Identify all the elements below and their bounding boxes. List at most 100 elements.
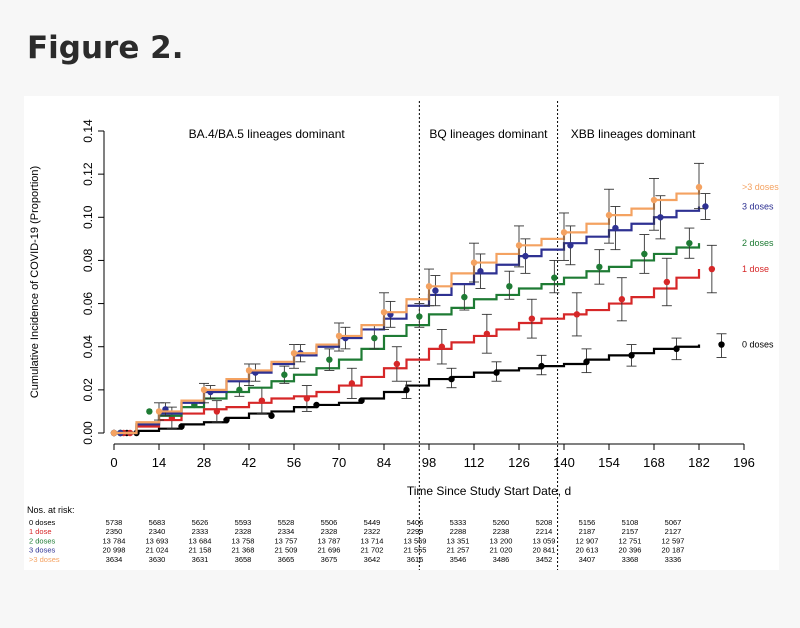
risk-value: 5333 — [450, 518, 467, 527]
risk-value: 2333 — [192, 527, 209, 536]
data-point — [560, 229, 568, 236]
x-tick-label: 70 — [332, 455, 346, 470]
risk-row-label: 3 doses — [29, 546, 56, 555]
y-tick-label: 0.06 — [81, 292, 95, 316]
data-point — [628, 352, 635, 359]
risk-table: Nos. at risk: 0 doses 5738 5683 5626 5593 5528… — [27, 505, 684, 564]
risk-value: 2299 — [407, 527, 424, 536]
risk-value: 12 597 — [662, 536, 685, 545]
risk-value: 21 702 — [361, 546, 384, 555]
risk-value: 3631 — [192, 555, 209, 564]
series-curve — [114, 243, 701, 435]
period-label: BQ lineages dominant — [429, 127, 548, 141]
data-point — [290, 349, 298, 357]
data-point — [425, 283, 433, 290]
x-tick-label: 14 — [152, 455, 166, 470]
data-point — [403, 386, 410, 394]
y-tick-label: 0.02 — [81, 378, 95, 402]
risk-value: 2334 — [278, 527, 295, 536]
x-tick-label: 168 — [643, 455, 665, 470]
data-point — [303, 395, 311, 402]
data-point — [110, 429, 118, 437]
risk-value: 3616 — [407, 555, 424, 564]
data-point — [448, 375, 455, 383]
risk-value: 13 714 — [361, 536, 384, 545]
data-point — [380, 309, 388, 316]
risk-value: 20 613 — [576, 546, 599, 555]
data-point — [596, 263, 603, 271]
risk-value: 3630 — [149, 555, 166, 564]
risk-value: 5156 — [579, 518, 596, 527]
data-point — [245, 367, 253, 374]
risk-value: 13 684 — [189, 536, 212, 545]
risk-value: 21 158 — [189, 546, 212, 555]
risk-value: 21 024 — [146, 546, 169, 555]
x-tick-label: 154 — [598, 455, 620, 470]
data-point — [258, 397, 266, 404]
data-point — [155, 408, 163, 415]
series-curve — [114, 206, 701, 435]
risk-value: 5506 — [321, 518, 338, 527]
data-point — [178, 423, 185, 430]
y-tick-label: 0.04 — [81, 335, 95, 359]
risk-value: 21 368 — [232, 546, 255, 555]
data-point — [281, 371, 288, 378]
data-point — [657, 214, 664, 221]
x-tick-label: 182 — [688, 455, 710, 470]
risk-value: 2340 — [149, 527, 166, 536]
data-point — [326, 356, 333, 363]
y-tick-label: 0.00 — [81, 421, 95, 445]
data-point — [432, 287, 439, 294]
data-point — [686, 239, 693, 247]
x-tick-label: 112 — [464, 455, 485, 470]
risk-value: 12 907 — [576, 536, 599, 545]
risk-value: 2288 — [450, 527, 467, 536]
risk-value: 5683 — [149, 518, 166, 527]
x-tick-label: 42 — [242, 455, 256, 470]
data-point — [522, 252, 529, 260]
data-point — [515, 242, 523, 249]
risk-value: 2328 — [235, 527, 252, 536]
data-point — [573, 311, 581, 318]
risk-value: 13 757 — [275, 536, 298, 545]
risk-value: 5449 — [364, 518, 381, 527]
data-point — [641, 250, 648, 258]
risk-value: 2238 — [493, 527, 510, 536]
data-point — [416, 313, 423, 320]
data-point — [313, 401, 320, 409]
risk-value: 3336 — [665, 555, 682, 564]
risk-value: 13 784 — [103, 536, 126, 545]
data-point — [612, 224, 619, 232]
data-point — [605, 211, 613, 219]
data-point — [470, 259, 478, 266]
risk-value: 2214 — [536, 527, 553, 536]
data-point — [663, 278, 671, 286]
data-point — [493, 369, 500, 376]
data-point — [393, 360, 401, 368]
risk-value: 12 751 — [619, 536, 642, 545]
risk-row-label: 2 doses — [29, 536, 56, 545]
data-point — [618, 296, 626, 303]
risk-value: 20 396 — [619, 546, 642, 555]
cumulative-incidence-chart: 0.00 0.02 0.04 0.06 0.08 0.10 0.12 0.14 Cumulati… — [27, 101, 779, 570]
data-point — [567, 242, 574, 249]
data-point — [236, 386, 243, 394]
series-label: 0 doses — [742, 340, 774, 350]
data-point — [268, 412, 275, 419]
risk-value: 3407 — [579, 555, 596, 564]
x-axis-label: Time Since Study Start Date, d — [407, 484, 571, 498]
risk-value: 13 059 — [533, 536, 556, 545]
risk-value: 3665 — [278, 555, 295, 564]
y-axis-label: Cumulative Incidence of COVID-19 (Propor… — [29, 166, 41, 398]
risk-value: 20 841 — [533, 546, 556, 555]
data-point — [348, 380, 356, 387]
y-tick-label: 0.14 — [81, 119, 95, 143]
data-point — [200, 386, 208, 394]
risk-value: 13 693 — [146, 536, 169, 545]
x-tick-label: 98 — [422, 455, 436, 470]
data-point — [438, 343, 446, 350]
risk-value: 21 509 — [275, 546, 298, 555]
period-label: BA.4/BA.5 lineages dominant — [189, 127, 346, 141]
risk-value: 13 787 — [318, 536, 341, 545]
risk-value: 5208 — [536, 518, 553, 527]
